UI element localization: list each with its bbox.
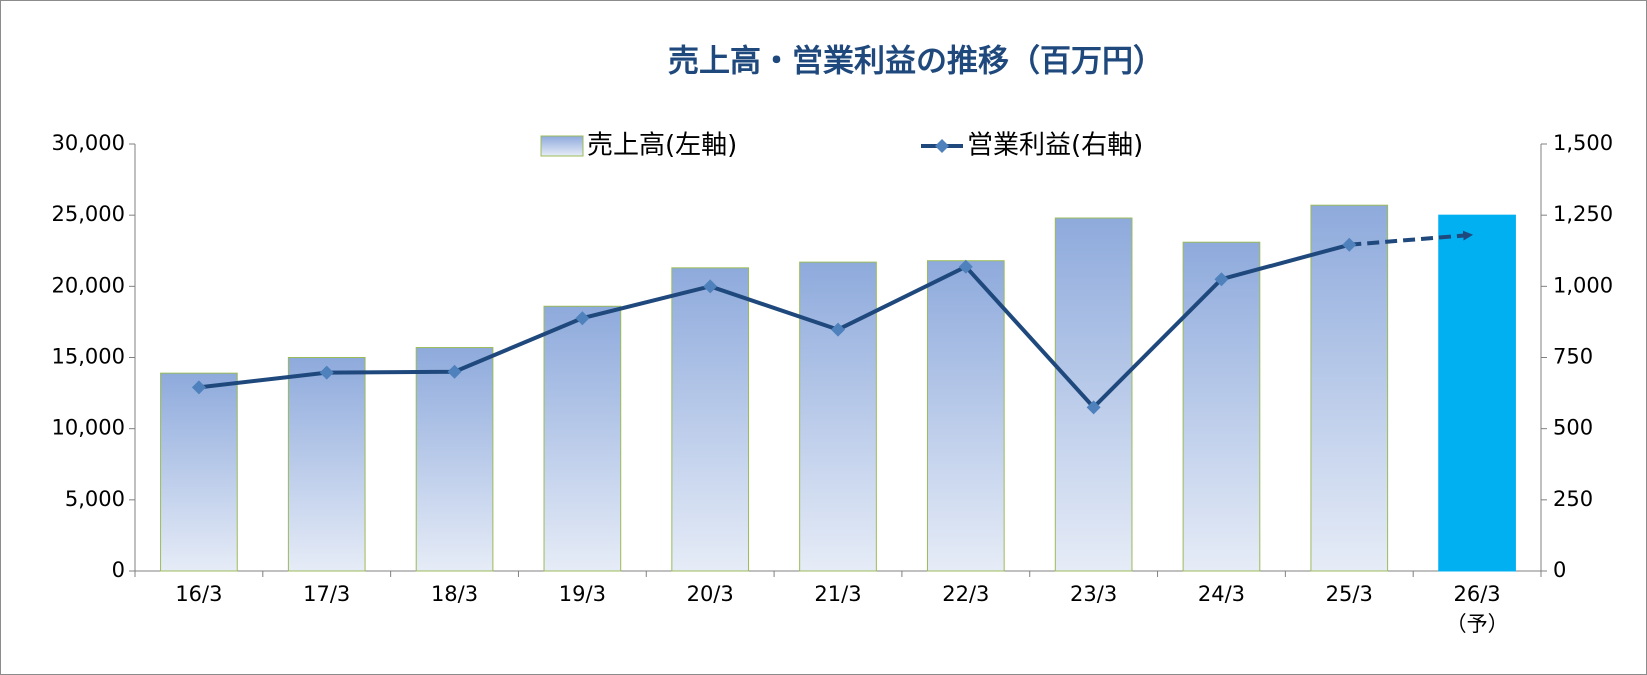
- y2-tick-label: 0: [1553, 558, 1566, 582]
- bar: [1182, 241, 1261, 572]
- x-tick-label: 18/3: [430, 582, 479, 606]
- y-tick-label: 10,000: [52, 416, 125, 440]
- marker: [191, 380, 206, 395]
- y2-tick-label: 500: [1553, 416, 1593, 440]
- x-tick-label: 16/3: [175, 582, 223, 606]
- legend-label: 営業利益(右軸): [967, 131, 1143, 161]
- bar: [1310, 204, 1389, 572]
- y2-tick-label: 750: [1553, 345, 1593, 369]
- y2-tick-label: 1,250: [1553, 202, 1613, 226]
- marker: [319, 365, 334, 380]
- bar: [543, 305, 622, 572]
- x-tick-label: 19/3: [558, 582, 606, 606]
- marker: [1086, 400, 1101, 415]
- y2-tick-label: 1,500: [1553, 131, 1613, 155]
- y-tick-label: 30,000: [52, 131, 125, 155]
- y-tick-label: 25,000: [52, 202, 125, 226]
- x-tick-label: 26/3 （予）: [1445, 582, 1509, 636]
- y2-tick-label: 1,000: [1553, 273, 1613, 297]
- bar: [671, 267, 750, 572]
- y2-tick-label: 250: [1553, 487, 1593, 511]
- marker: [575, 311, 590, 326]
- bar: [1438, 214, 1516, 572]
- chart-title: 売上高・営業利益の推移（百万円）: [668, 44, 1164, 80]
- x-tick-label: 20/3: [686, 582, 734, 606]
- y-tick-label: 0: [112, 558, 125, 582]
- x-tick-label: 22/3: [942, 582, 990, 606]
- y-tick-label: 5,000: [65, 487, 125, 511]
- y-tick-label: 20,000: [52, 273, 125, 297]
- legend-swatch: [540, 135, 584, 157]
- bar: [415, 347, 494, 572]
- marker: [703, 279, 718, 294]
- bar: [926, 260, 1005, 572]
- marker: [831, 322, 845, 337]
- line: [198, 242, 1350, 411]
- x-tick-label: 25/3: [1325, 582, 1373, 606]
- legend-swatch: [935, 139, 949, 153]
- legend-label: 売上高(左軸): [587, 131, 737, 161]
- bar: [287, 357, 366, 572]
- x-tick-label: 21/3: [814, 582, 862, 606]
- marker: [1342, 237, 1357, 252]
- y-tick-label: 15,000: [52, 345, 125, 369]
- bar: [799, 261, 877, 572]
- x-tick-label: 23/3: [1070, 582, 1118, 606]
- marker: [1214, 272, 1229, 287]
- x-tick-label: 17/3: [303, 582, 351, 606]
- marker: [958, 259, 973, 274]
- forecast-line: [1349, 230, 1474, 247]
- x-tick-label: 24/3: [1197, 582, 1246, 606]
- marker: [447, 364, 462, 379]
- bar: [160, 372, 238, 572]
- bar: [1054, 217, 1133, 572]
